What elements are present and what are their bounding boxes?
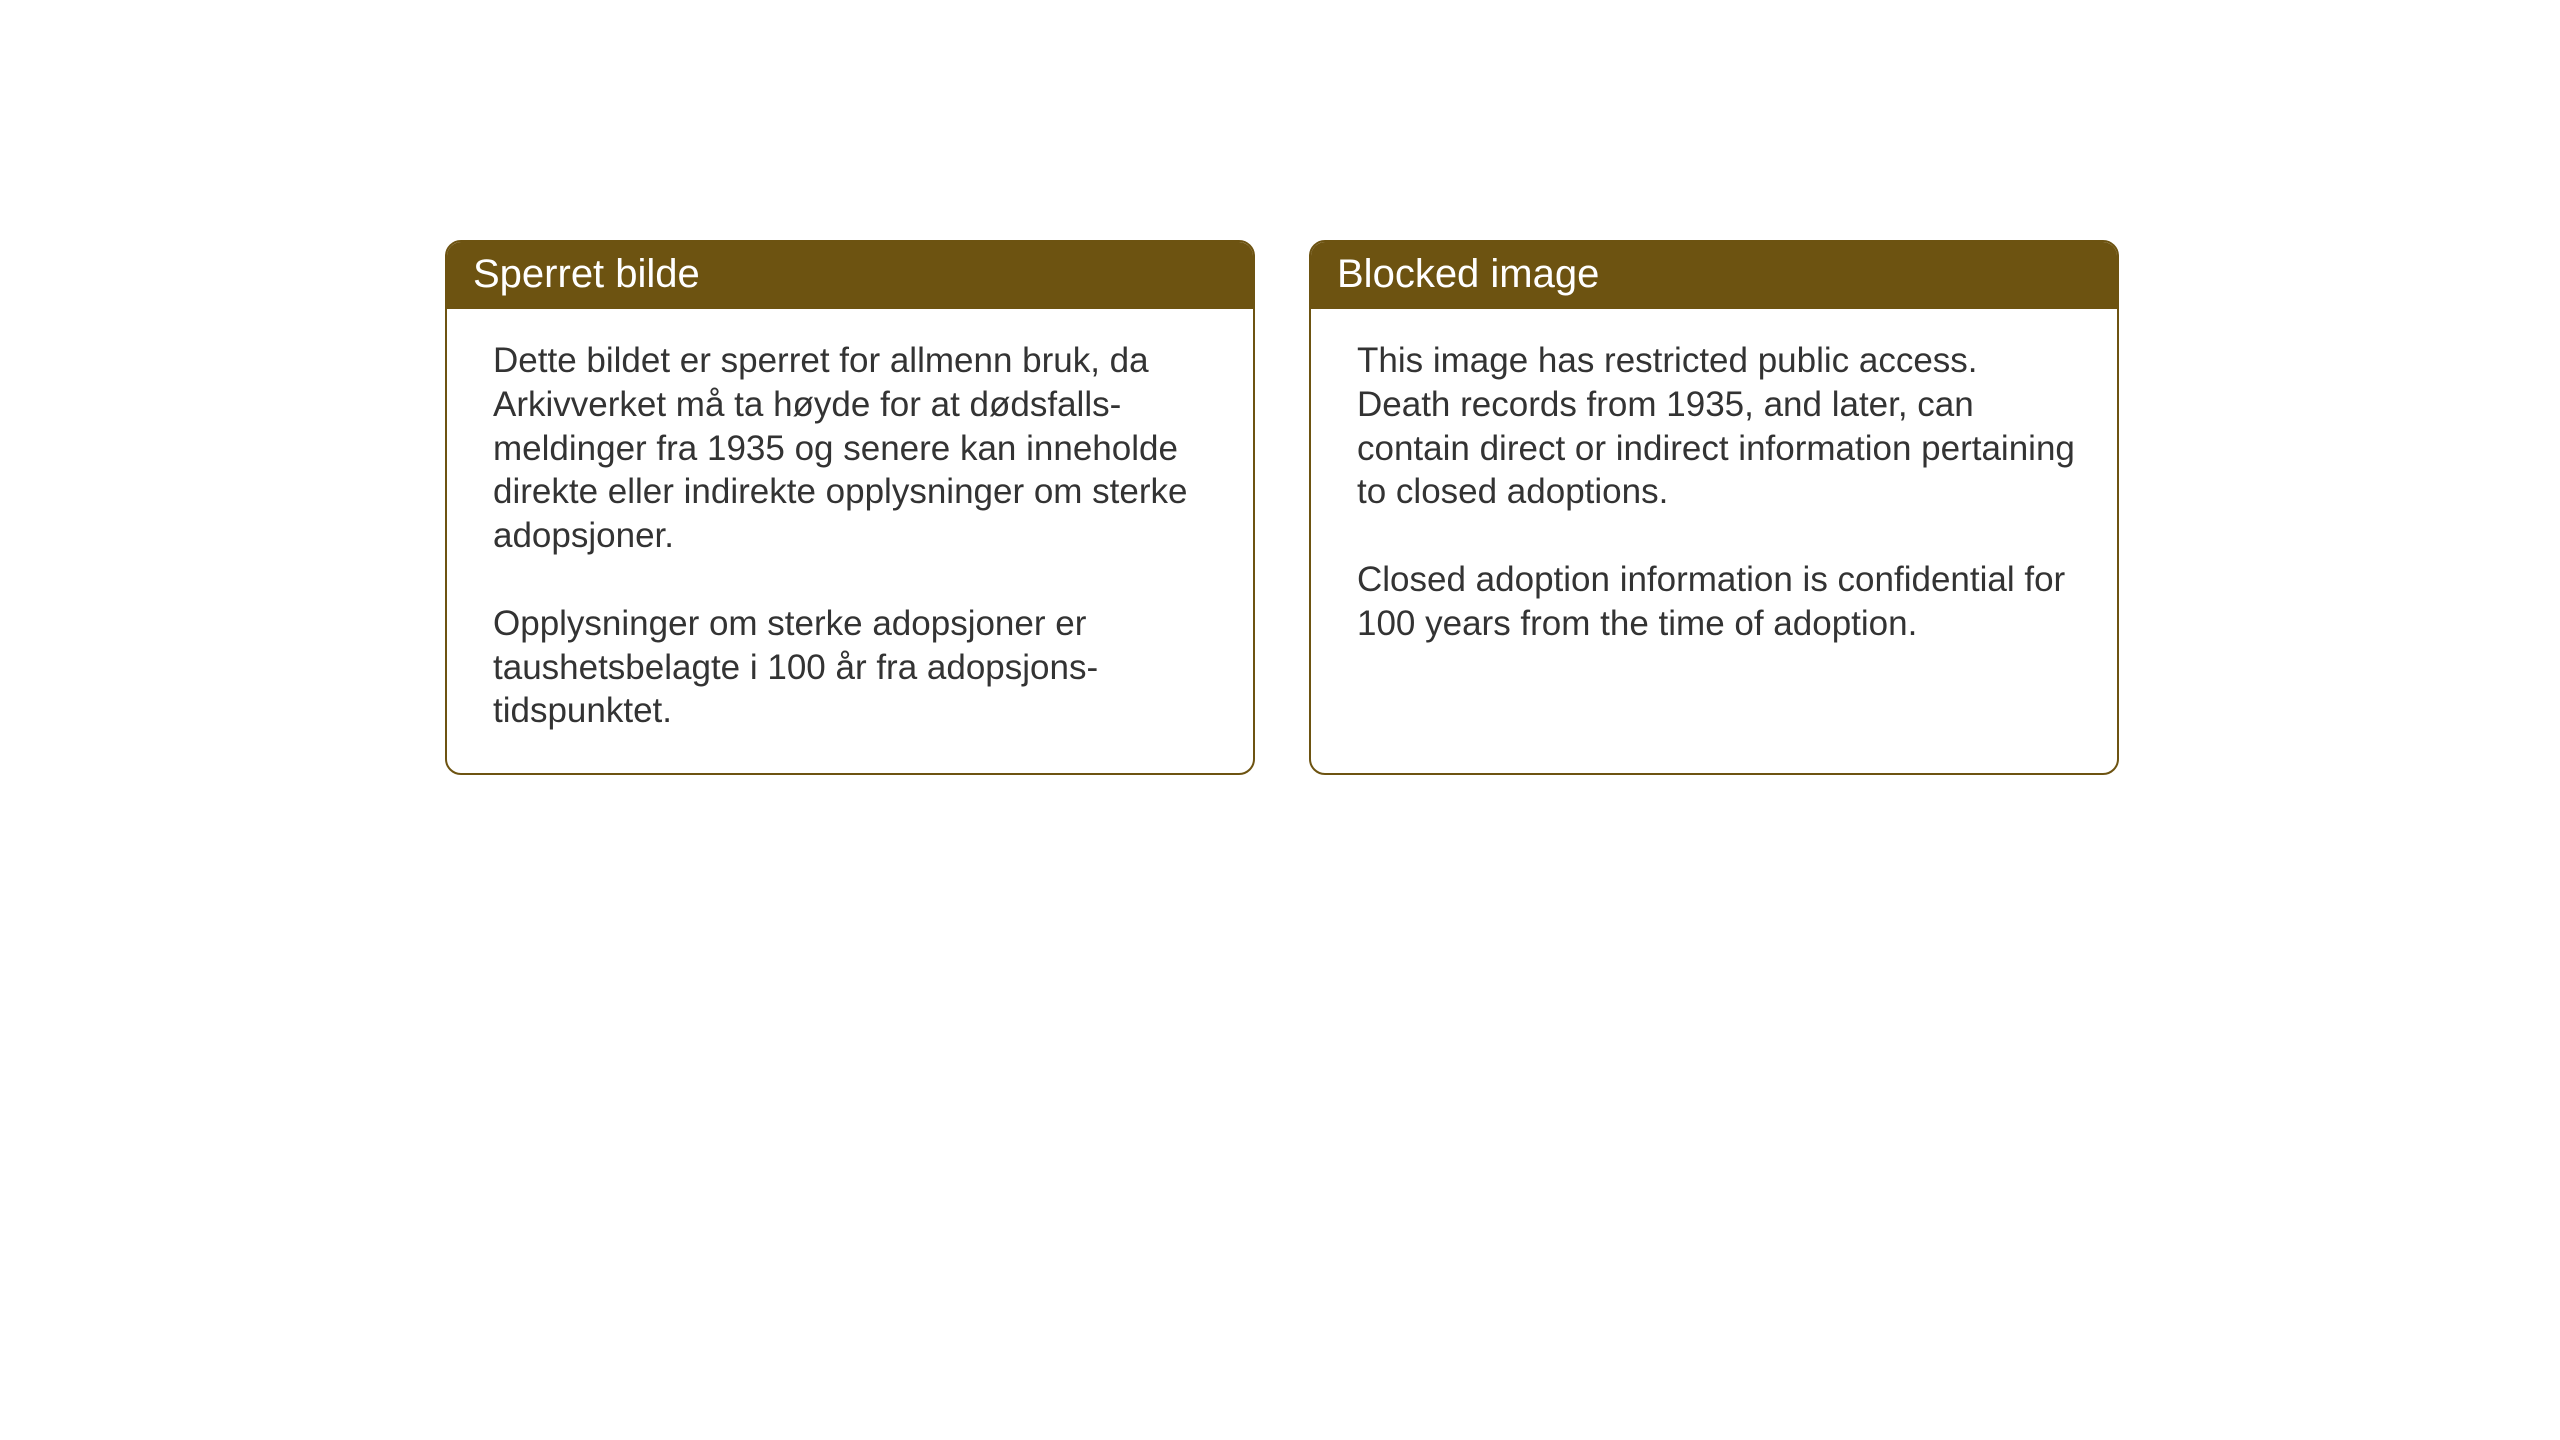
notice-card-norwegian: Sperret bilde Dette bildet er sperret fo… (445, 240, 1255, 775)
notice-card-english: Blocked image This image has restricted … (1309, 240, 2119, 775)
notice-body-english: This image has restricted public access.… (1311, 309, 2117, 686)
notice-paragraph-2-english: Closed adoption information is confident… (1357, 558, 2077, 646)
notice-body-norwegian: Dette bildet er sperret for allmenn bruk… (447, 309, 1253, 773)
notice-header-norwegian: Sperret bilde (447, 242, 1253, 309)
notice-paragraph-1-norwegian: Dette bildet er sperret for allmenn bruk… (493, 339, 1213, 558)
notice-title-norwegian: Sperret bilde (473, 252, 700, 296)
notice-title-english: Blocked image (1337, 252, 1599, 296)
notice-header-english: Blocked image (1311, 242, 2117, 309)
notice-container: Sperret bilde Dette bildet er sperret fo… (445, 240, 2119, 775)
notice-paragraph-1-english: This image has restricted public access.… (1357, 339, 2077, 514)
notice-paragraph-2-norwegian: Opplysninger om sterke adopsjoner er tau… (493, 602, 1213, 733)
